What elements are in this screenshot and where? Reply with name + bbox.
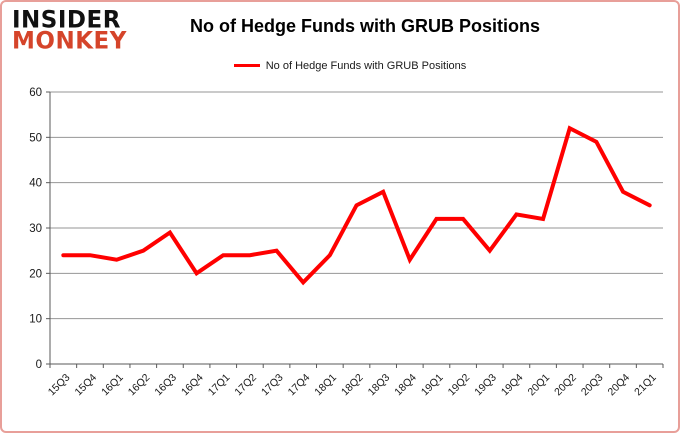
x-axis-label: 19Q4	[499, 372, 526, 399]
insider-monkey-logo: INSIDER MONKEY	[12, 6, 127, 55]
x-axis-label: 17Q2	[232, 372, 259, 399]
y-axis-label: 10	[29, 314, 42, 326]
x-axis-label: 15Q4	[72, 372, 99, 399]
x-axis-label: 19Q3	[472, 372, 499, 399]
x-axis-label: 17Q4	[286, 372, 313, 399]
y-axis-label: 30	[29, 223, 42, 235]
x-axis-label: 20Q4	[605, 372, 632, 399]
x-axis-label: 16Q1	[99, 372, 126, 399]
chart-title: No of Hedge Funds with GRUB Positions	[190, 16, 540, 36]
x-axis-label: 19Q1	[419, 372, 446, 399]
logo-monkey-text: MONKEY	[12, 27, 127, 55]
x-axis-label: 18Q3	[366, 372, 393, 399]
x-axis-label: 18Q2	[339, 372, 366, 399]
x-axis-label: 16Q3	[152, 372, 179, 399]
x-axis-label: 18Q1	[312, 372, 339, 399]
legend: No of Hedge Funds with GRUB Positions	[22, 58, 678, 72]
legend-label: No of Hedge Funds with GRUB Positions	[265, 59, 467, 72]
y-axis-label: 20	[29, 268, 42, 280]
x-axis-label: 16Q2	[126, 372, 153, 399]
x-axis-label: 17Q3	[259, 372, 286, 399]
x-axis-label: 20Q1	[526, 372, 553, 399]
x-axis-label: 17Q1	[206, 372, 233, 399]
y-axis-label: 50	[29, 132, 42, 144]
x-axis-label: 18Q4	[392, 372, 419, 399]
x-axis-label: 19Q2	[446, 372, 473, 399]
logo-insider-text: INSIDER	[12, 6, 121, 34]
y-axis-label: 0	[36, 359, 42, 371]
x-axis-label: 16Q4	[179, 372, 206, 399]
series-line	[61, 125, 652, 286]
x-axis-label: 21Q1	[632, 372, 659, 399]
x-axis-label: 20Q2	[552, 372, 579, 399]
x-axis-label: 15Q3	[46, 372, 73, 399]
x-axis-label: 20Q3	[579, 372, 606, 399]
y-axis-label: 60	[29, 87, 42, 99]
legend-line-swatch	[233, 64, 260, 67]
y-axis-label: 40	[29, 178, 42, 190]
